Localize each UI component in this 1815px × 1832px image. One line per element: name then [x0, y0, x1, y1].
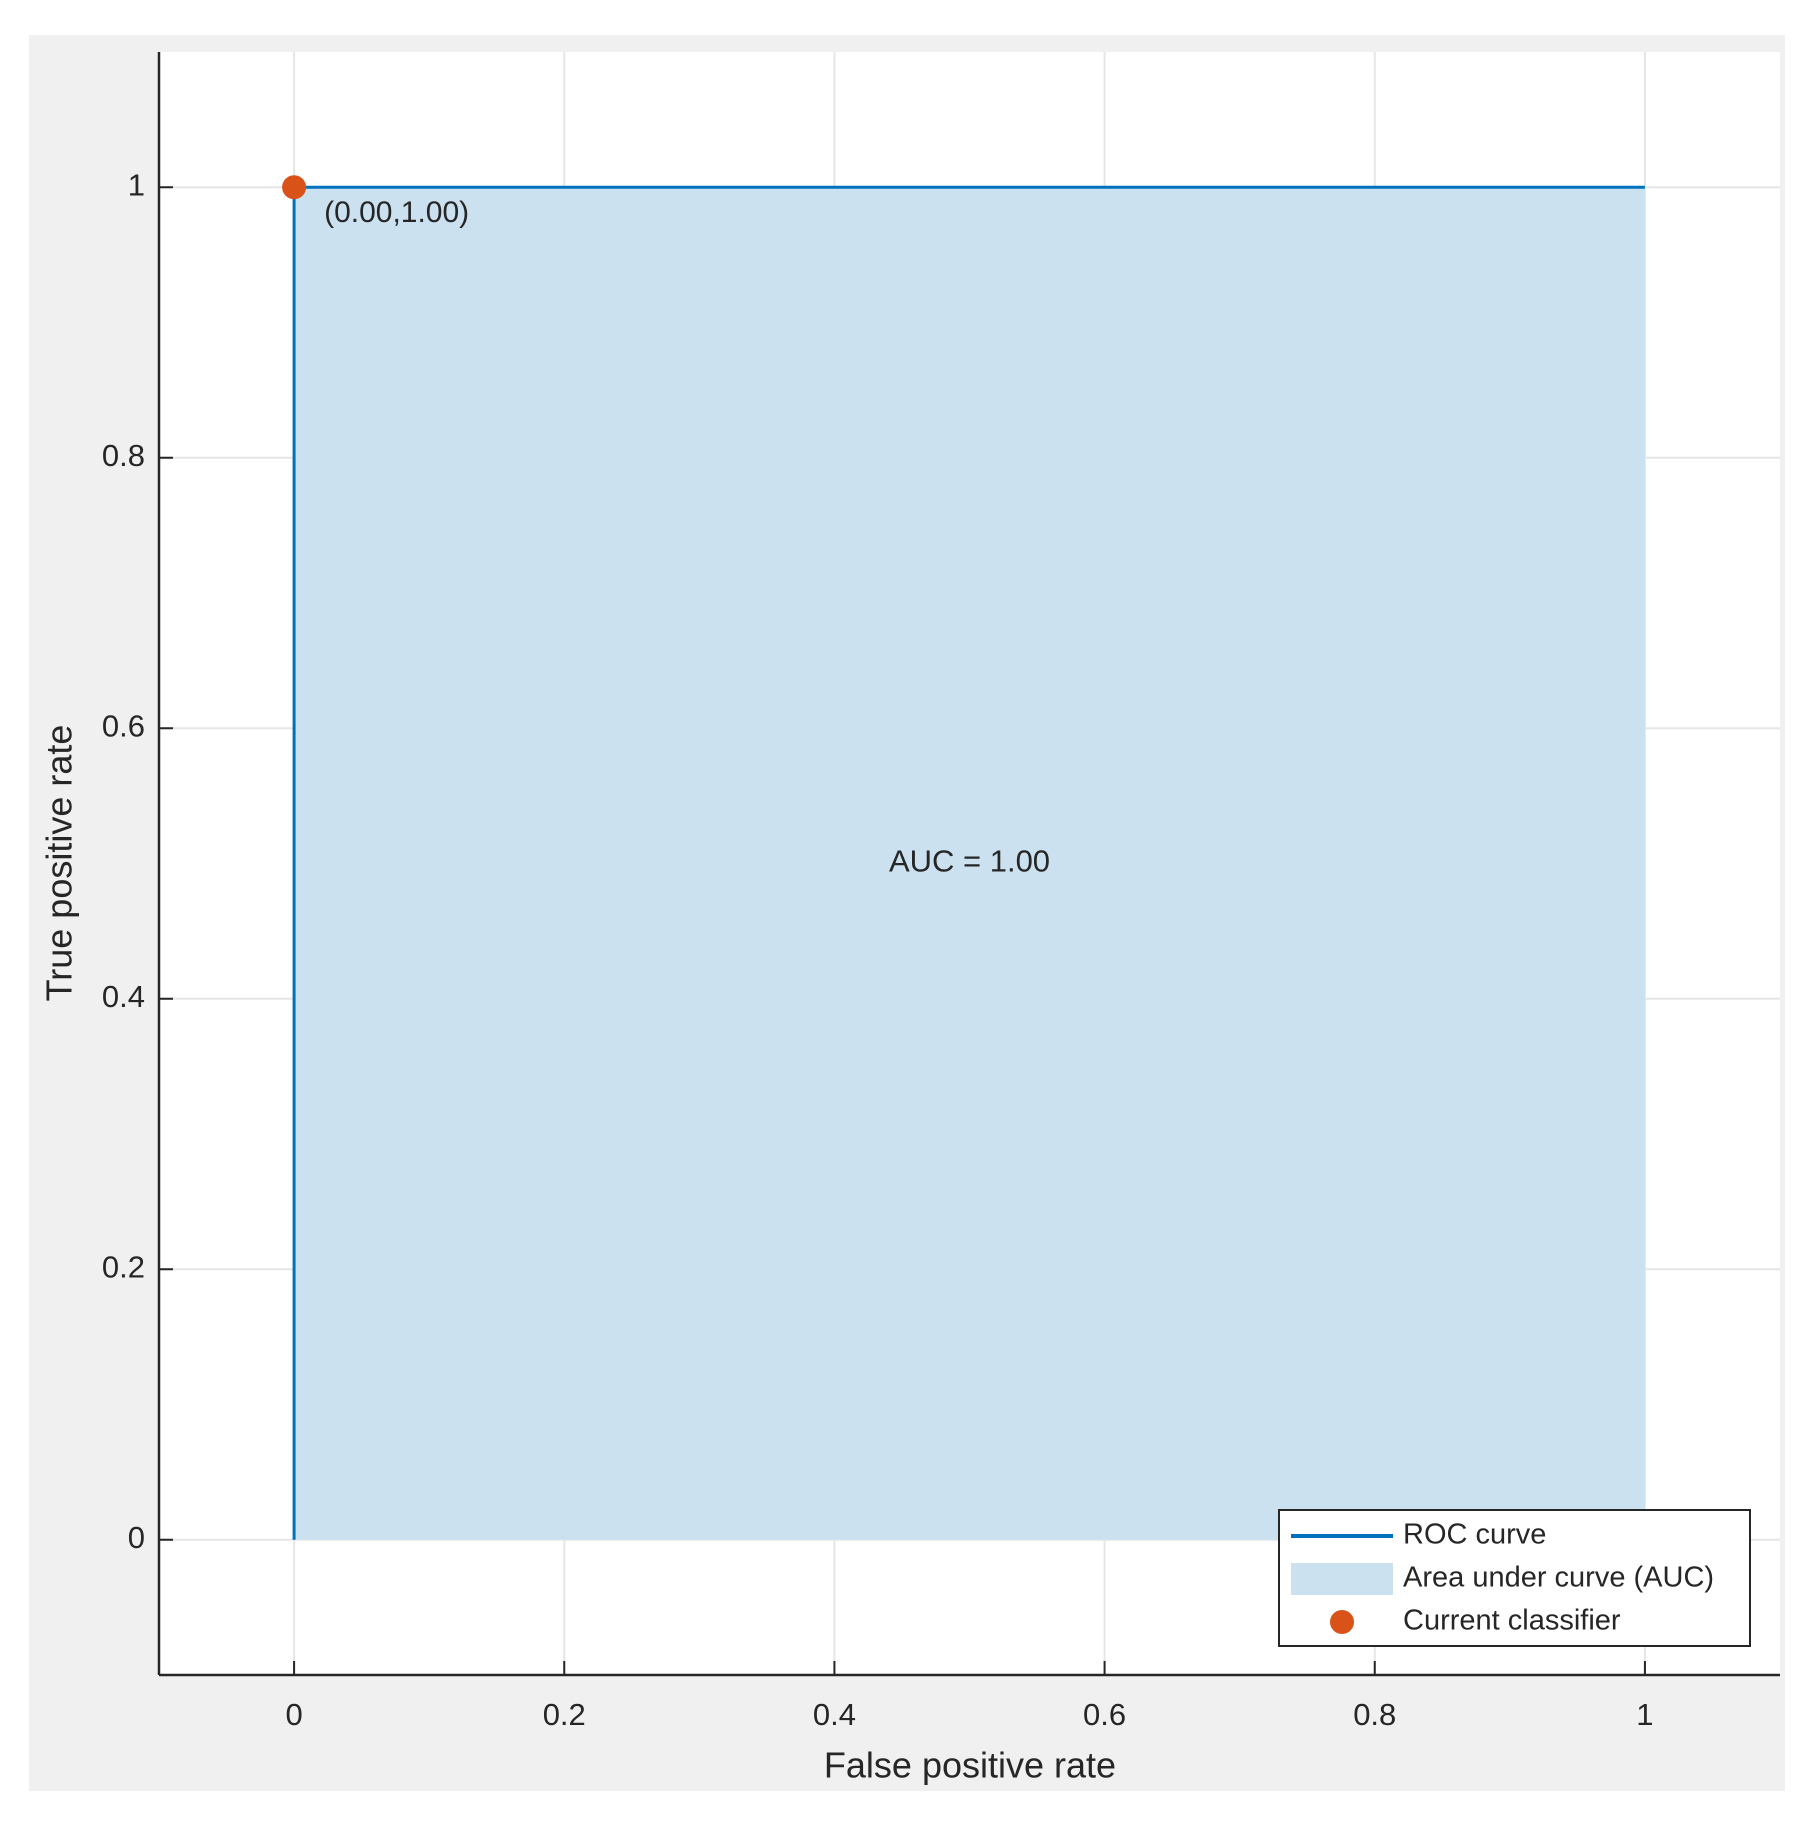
point-annotation: (0.00,1.00)	[324, 196, 469, 229]
x-tick-label: 0	[285, 1697, 302, 1732]
y-axis-label: True positive rate	[39, 725, 80, 1002]
legend-label: ROC curve	[1403, 1519, 1546, 1551]
auc-area	[294, 187, 1645, 1540]
legend-marker	[1330, 1610, 1354, 1634]
legend-label: Area under curve (AUC)	[1403, 1562, 1714, 1594]
legend-swatch	[1291, 1563, 1393, 1595]
y-tick-label: 0.8	[102, 438, 145, 473]
x-axis-label: False positive rate	[824, 1745, 1116, 1786]
classifier-point	[282, 175, 307, 200]
x-tick-label: 0.6	[1083, 1697, 1126, 1732]
y-tick-label: 0	[128, 1520, 145, 1555]
y-tick-label: 0.4	[102, 979, 145, 1014]
legend-label: Current classifier	[1403, 1605, 1621, 1637]
x-tick-label: 0.8	[1353, 1697, 1396, 1732]
x-tick-label: 1	[1636, 1697, 1653, 1732]
x-tick-label: 0.2	[543, 1697, 586, 1732]
auc-annotation: AUC = 1.00	[889, 844, 1050, 879]
legend-box	[1278, 1509, 1751, 1647]
x-tick-label: 0.4	[813, 1697, 856, 1732]
y-tick-label: 0.6	[102, 708, 145, 743]
y-tick-label: 0.2	[102, 1249, 145, 1284]
y-tick-label: 1	[128, 167, 145, 202]
